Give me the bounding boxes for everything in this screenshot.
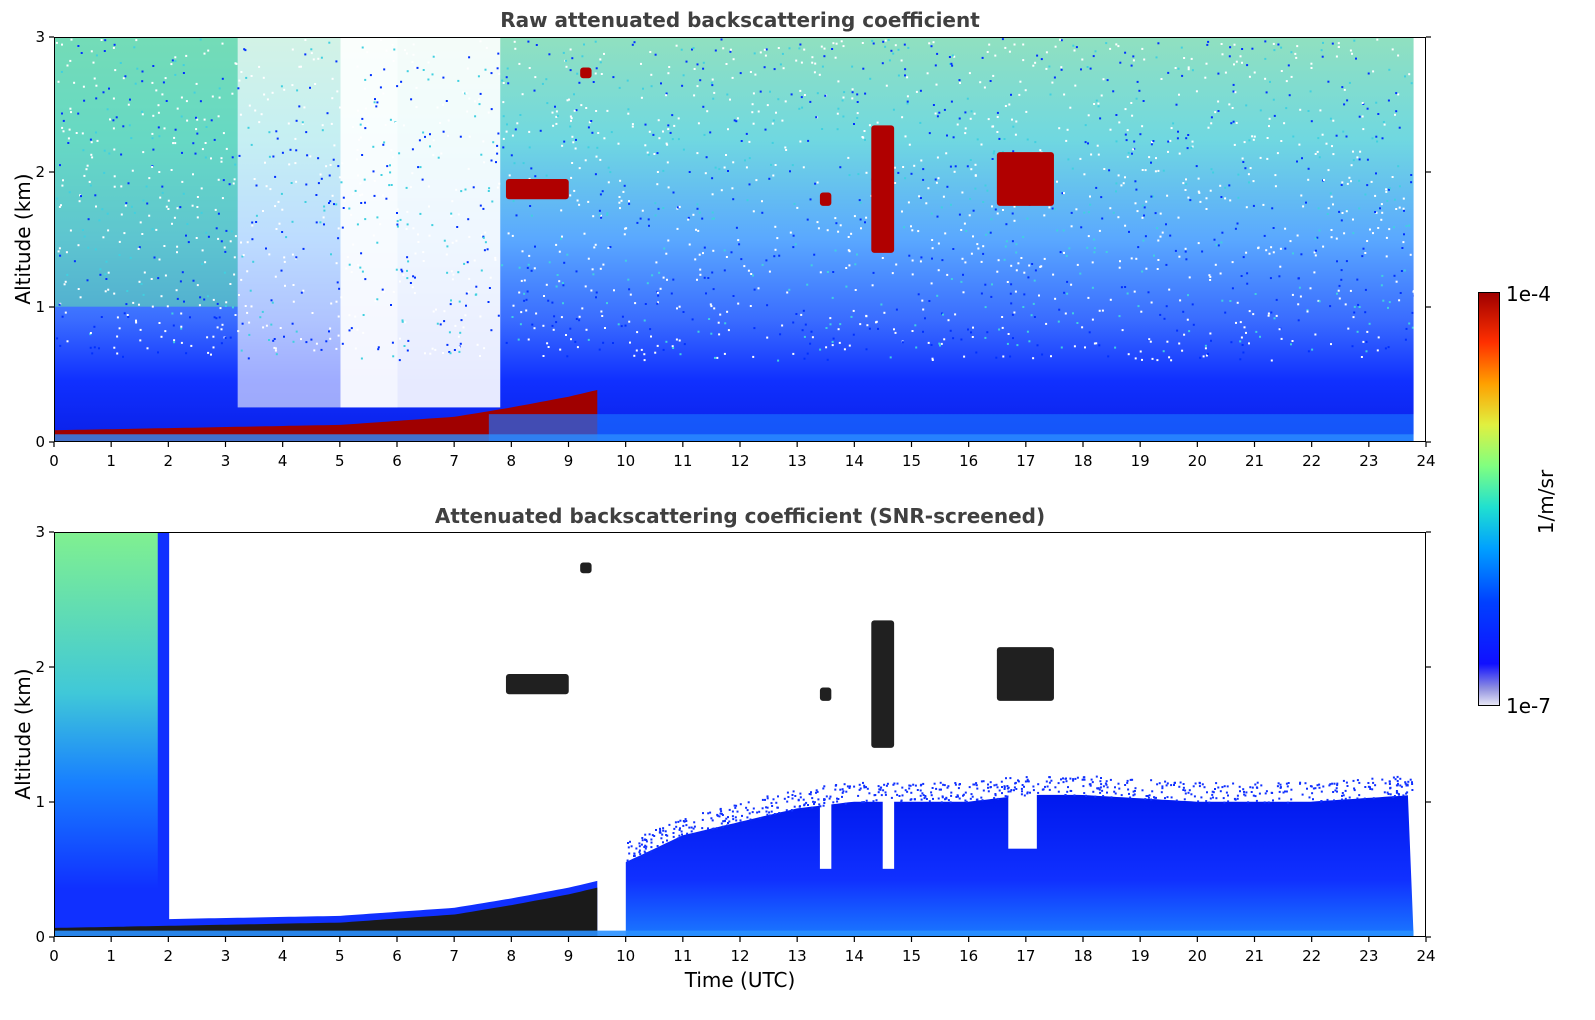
cloud-layer (996, 152, 1054, 206)
screened-gap (819, 533, 832, 869)
x-tick-label: 19 (1131, 947, 1150, 965)
x-tick-label: 13 (788, 947, 807, 965)
y-tick-label: 3 (35, 523, 45, 541)
x-tick-label: 5 (335, 452, 345, 470)
y-tick-label: 1 (35, 298, 45, 316)
y-tick-label: 1 (35, 793, 45, 811)
x-tick-label: 1 (106, 452, 116, 470)
x-tick-label: 3 (221, 947, 231, 965)
x-tick-label: 18 (1073, 452, 1092, 470)
x-tick-label: 16 (959, 452, 978, 470)
x-tick-label: 20 (1188, 947, 1207, 965)
raw-high-signal-region (55, 38, 238, 307)
x-tick-label: 7 (449, 452, 459, 470)
x-tick-label: 9 (564, 947, 574, 965)
screened-speckle (626, 775, 1414, 864)
x-tick-label: 16 (959, 947, 978, 965)
x-tick-label: 3 (221, 452, 231, 470)
x-tick-label: 21 (1245, 947, 1264, 965)
top-heatmap-plot (54, 37, 1426, 442)
raw-noise-band (237, 38, 341, 408)
cloud-layer (505, 179, 569, 200)
x-tick-label: 10 (616, 452, 635, 470)
x-tick-label: 0 (49, 452, 59, 470)
screened-surface-layer (55, 887, 598, 936)
x-tick-label: 11 (673, 452, 692, 470)
x-tick-label: 15 (902, 452, 921, 470)
x-tick-label: 23 (1359, 452, 1378, 470)
colorbar (1478, 292, 1500, 706)
x-tick-label: 13 (788, 452, 807, 470)
x-tick-label: 24 (1416, 947, 1435, 965)
x-tick-label: 7 (449, 947, 459, 965)
x-tick-label: 12 (730, 452, 749, 470)
bottom-panel-title: Attenuated backscattering coefficient (S… (434, 504, 1046, 528)
x-tick-label: 17 (1016, 947, 1035, 965)
x-tick-label: 12 (730, 947, 749, 965)
x-tick-label: 19 (1131, 452, 1150, 470)
colorbar-min-label: 1e-7 (1506, 694, 1551, 718)
x-tick-label: 22 (1302, 452, 1321, 470)
x-tick-label: 4 (278, 947, 288, 965)
cloud-layer (580, 562, 592, 574)
raw-noise-band (340, 38, 398, 408)
colorbar-units-label: 1/m/sr (1534, 469, 1559, 535)
y-tick-label: 2 (35, 163, 45, 181)
x-tick-label: 18 (1073, 947, 1092, 965)
cloud-layer (819, 687, 832, 701)
cloud-layer (871, 620, 895, 748)
y-tick-label: 3 (35, 28, 45, 46)
x-tick-label: 8 (507, 947, 517, 965)
x-tick-label: 4 (278, 452, 288, 470)
bottom-y-axis-title: Altitude (km) (11, 668, 35, 800)
x-tick-label: 10 (616, 947, 635, 965)
x-tick-label: 6 (392, 947, 402, 965)
x-tick-label: 6 (392, 452, 402, 470)
y-tick-label: 2 (35, 658, 45, 676)
no-data-region (1413, 38, 1425, 441)
x-tick-label: 22 (1302, 947, 1321, 965)
x-tick-label: 11 (673, 947, 692, 965)
y-tick-label: 0 (35, 928, 45, 946)
cloud-layer (505, 674, 569, 695)
top-y-axis-title: Altitude (km) (11, 173, 35, 305)
x-tick-label: 24 (1416, 452, 1435, 470)
bottom-heatmap-plot (54, 532, 1426, 937)
x-tick-label: 14 (845, 452, 864, 470)
x-tick-label: 8 (507, 452, 517, 470)
x-tick-label: 23 (1359, 947, 1378, 965)
x-tick-label: 9 (564, 452, 574, 470)
x-axis-title: Time (UTC) (684, 968, 796, 992)
x-tick-label: 0 (49, 947, 59, 965)
raw-surface-layer (55, 390, 1425, 441)
no-data-region (1413, 533, 1425, 936)
cloud-layer (819, 192, 832, 206)
cloud-layer (871, 125, 895, 253)
colorbar-max-label: 1e-4 (1506, 282, 1551, 306)
raw-speckle (55, 38, 1425, 362)
x-tick-label: 2 (164, 452, 174, 470)
x-tick-label: 1 (106, 947, 116, 965)
x-tick-label: 20 (1188, 452, 1207, 470)
cloud-layer (996, 647, 1054, 701)
top-panel-title: Raw attenuated backscattering coefficien… (500, 8, 980, 32)
x-tick-label: 17 (1016, 452, 1035, 470)
x-tick-label: 2 (164, 947, 174, 965)
y-tick-label: 0 (35, 433, 45, 451)
x-tick-label: 5 (335, 947, 345, 965)
x-tick-label: 21 (1245, 452, 1264, 470)
cloud-layer (580, 67, 592, 79)
x-tick-label: 14 (845, 947, 864, 965)
x-tick-label: 15 (902, 947, 921, 965)
